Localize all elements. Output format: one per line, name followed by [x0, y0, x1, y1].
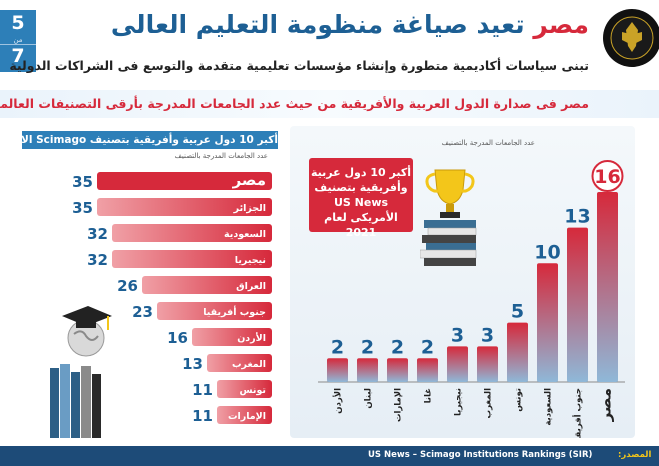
scimago-bar: [112, 250, 272, 268]
title-accent: مصر: [533, 10, 589, 39]
scimago-panel: أكبر 10 دول عربية وأفريقية بتصنيف Scimag…: [0, 126, 278, 438]
scimago-bar: [192, 328, 272, 346]
usnews-category-label: المغرب: [484, 388, 494, 419]
usnews-bar: [387, 358, 408, 382]
scimago-bar: [97, 198, 272, 216]
headline-band: [0, 90, 659, 118]
scimago-value-label: 16: [167, 329, 188, 347]
headline: مصر فى صدارة الدول العربية والأفريقية من…: [0, 96, 589, 111]
usnews-category-label: جنوب أفريقيا: [572, 388, 584, 438]
trophy-books-icon: [420, 169, 477, 266]
usnews-category-label: تونس: [514, 388, 524, 412]
usnews-bar: [477, 346, 498, 382]
scimago-category-label: تونس: [239, 385, 266, 396]
usnews-bar: [327, 358, 348, 382]
usnews-category-label: مصر: [597, 388, 615, 422]
usnews-value-label: 10: [534, 241, 560, 263]
title-rest: تعيد صياغة منظومة التعليم العالى: [110, 10, 534, 39]
usnews-bar: [357, 358, 378, 382]
scimago-category-label: الجزائر: [233, 203, 266, 214]
subtitle: تبنى سياسات أكاديمية متطورة وإنشاء مؤسسا…: [9, 58, 589, 73]
usnews-bar: [537, 263, 558, 382]
usnews-bar: [597, 192, 618, 382]
page-indicator: 5 من 7: [0, 10, 36, 72]
usnews-category-label: نيجيريا: [454, 388, 464, 416]
scimago-value-label: 26: [117, 277, 138, 295]
scimago-category-label: العراق: [236, 281, 266, 292]
scimago-bar: [142, 276, 272, 294]
scimago-axis-label: عدد الجامعات المدرجة بالتصنيف: [174, 152, 268, 160]
usnews-category-label: غانا: [424, 388, 434, 403]
usnews-value-label: 5: [511, 301, 524, 323]
cabinet-logo: [603, 9, 659, 67]
usnews-callout: أكبر 10 دول عربية وأفريقية بتصنيف US New…: [309, 158, 413, 239]
usnews-value-label: 3: [481, 324, 494, 346]
scimago-value-label: 11: [192, 381, 213, 399]
usnews-top-badge: [591, 160, 624, 192]
scimago-value-label: 32: [87, 251, 108, 269]
footer-source-label: المصدر:: [618, 450, 652, 460]
scimago-title: أكبر 10 دول عربية وأفريقية بتصنيف Scimag…: [0, 131, 278, 149]
usnews-category-label: الأردن: [333, 388, 344, 414]
books-icon: [50, 364, 101, 438]
scimago-value-label: 35: [72, 173, 93, 191]
scimago-chart: مصر 35 الجزائر 35 السعودية 32 نيجيريا 32 العراق 2…: [72, 171, 272, 425]
main-title: مصر تعيد صياغة منظومة التعليم العالى: [111, 10, 589, 39]
scimago-value-label: 13: [182, 355, 203, 373]
usnews-value-label: 2: [421, 336, 434, 358]
usnews-value-label: 13: [564, 206, 590, 228]
usnews-bar: [507, 322, 528, 382]
scimago-category-label: السعودية: [224, 229, 266, 240]
footer-bar: [0, 446, 659, 466]
scimago-category-label: مصر: [232, 171, 266, 189]
scimago-category-label: جنوب أفريقيا: [203, 305, 266, 318]
scimago-category-label: المغرب: [232, 359, 266, 370]
scimago-bar: [97, 172, 272, 190]
usnews-category-label: لبنان: [364, 388, 374, 409]
usnews-value-label: 2: [331, 336, 344, 358]
usnews-chart: 2 الأردن 2 لبنان 2 الإمارات 2 غانا 3 نيجيريا 3 المغ…: [318, 160, 625, 438]
page-of-label: من: [13, 36, 23, 44]
usnews-axis-label: عدد الجامعات المدرجة بالتصنيف: [441, 139, 535, 147]
footer-source: US News – Scimago Institutions Rankings …: [368, 450, 593, 460]
usnews-bar: [447, 346, 468, 382]
page-total: 7: [0, 44, 36, 67]
scimago-value-label: 32: [87, 225, 108, 243]
scimago-bar: [217, 380, 272, 398]
usnews-category-label: السعودية: [544, 388, 554, 426]
scimago-category-label: نيجيريا: [235, 255, 266, 266]
usnews-bar: [567, 227, 588, 382]
usnews-category-label: الإمارات: [394, 388, 404, 422]
usnews-value-label: 3: [451, 324, 464, 346]
globe-graduation-cap-icon: [62, 306, 112, 357]
scimago-value-label: 35: [72, 199, 93, 217]
scimago-category-label: الإمارات: [228, 411, 266, 422]
scimago-bar: [157, 302, 272, 320]
page-current: 5: [11, 12, 25, 34]
usnews-value-label: 2: [361, 336, 374, 358]
scimago-bar: [217, 406, 272, 424]
scimago-value-label: 23: [132, 303, 153, 321]
usnews-value-label: 2: [391, 336, 404, 358]
scimago-category-label: الأردن: [237, 332, 266, 344]
usnews-value-label: 16: [594, 166, 620, 188]
scimago-bar: [112, 224, 272, 242]
scimago-value-label: 11: [192, 407, 213, 425]
scimago-bar: [207, 354, 272, 372]
usnews-panel: عدد الجامعات المدرجة بالتصنيف 2 الأردن 2 لب…: [290, 126, 635, 438]
usnews-bar: [417, 358, 438, 382]
